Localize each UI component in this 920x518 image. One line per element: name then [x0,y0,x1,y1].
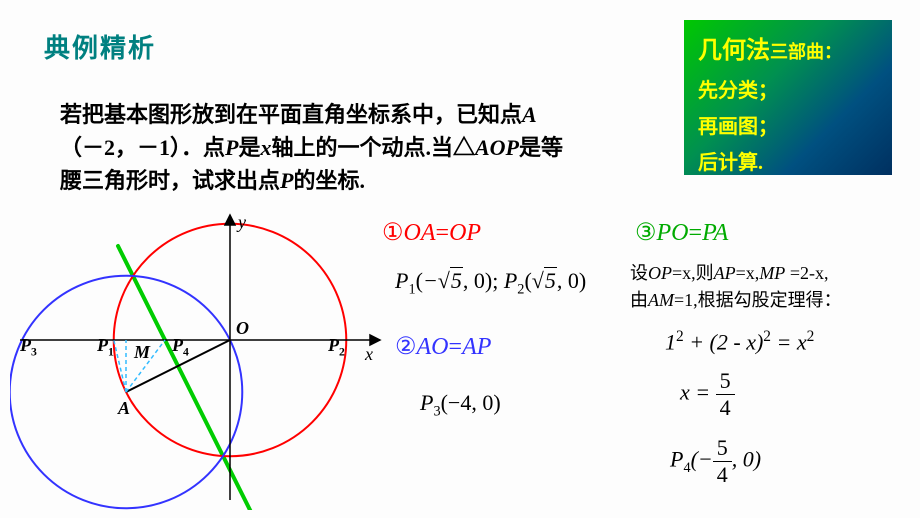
label-x-axis: x [364,344,373,364]
case-3: ③PO=PA [635,218,728,247]
eq-pythagoras: 12 + (2 - x)2 = x2 [665,328,814,355]
section-header: 典例精析 [44,28,156,65]
coordinate-diagram: y x O A M [10,210,390,510]
case-2: ②AO=AP [395,332,491,361]
perp-bisector-line [118,246,258,510]
eq-x-value: x = 54 [680,368,735,421]
label-y-axis: y [236,212,246,232]
axes [20,215,380,500]
problem-statement: 若把基本图形放到在平面直角坐标系中，已知点A（－2，－1）．点P是x轴上的一个动… [60,98,580,197]
result-p3: P3(−4, 0) [420,390,501,420]
label-P2: P2 [328,335,345,359]
method-line-3: 再画图； [698,109,878,145]
method-line-2: 先分类； [698,73,878,109]
y-arrow [225,215,235,225]
method-box: 几何法三部曲： 先分类； 再画图； 后计算. [684,20,892,175]
eq-p4: P4(−54, 0) [670,435,761,488]
label-M: M [133,342,151,362]
method-title: 几何法 [698,38,770,64]
method-sub: 三部曲： [770,42,842,62]
derivation-text: 设OP=x,则AP=x,MP =2-x, 由AM=1,根据勾股定理得： [630,260,900,314]
label-P4: P4 [172,335,189,359]
label-P1: P1 [97,335,114,359]
seg-AP1 [114,340,126,392]
label-P3: P3 [20,335,37,359]
case-1: ①OA=OP [382,218,481,247]
method-line-4: 后计算. [698,145,878,181]
label-O: O [236,318,249,338]
method-line-1: 几何法三部曲： [698,30,878,73]
label-A: A [117,398,130,418]
result-p1-p2: P1(−√5, 0); P2(√5, 0) [395,268,586,298]
